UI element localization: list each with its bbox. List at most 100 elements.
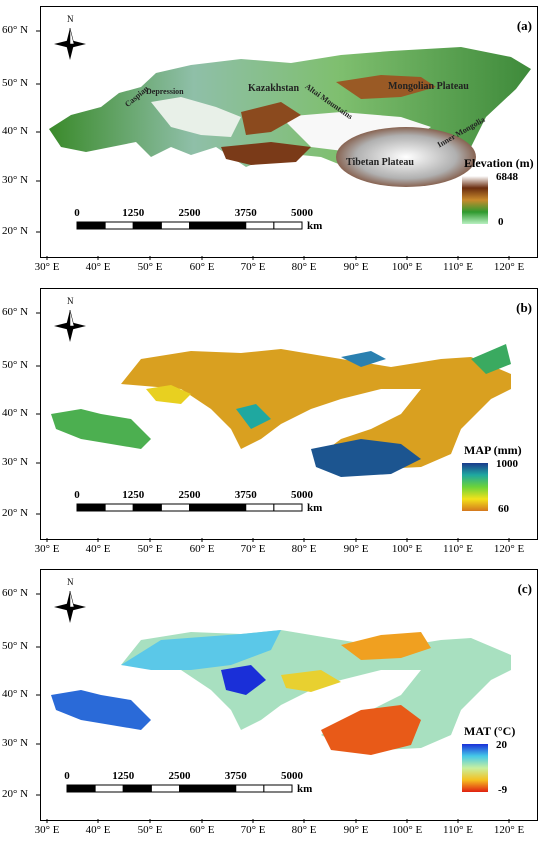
latitude-label: 30° N bbox=[2, 456, 29, 468]
scale-segment bbox=[150, 784, 180, 793]
scale-label: 2500 bbox=[178, 207, 201, 219]
longitude-label: 120° E bbox=[493, 824, 525, 836]
legend-title: MAT (°C) bbox=[464, 724, 516, 738]
scale-segment bbox=[104, 221, 134, 230]
overlay-group bbox=[36, 27, 510, 823]
north-label: N bbox=[67, 577, 74, 587]
northern-cold-zone bbox=[341, 632, 431, 660]
longitude-label: 40° E bbox=[85, 261, 111, 273]
northern-wet-zone bbox=[341, 351, 386, 367]
scale-segment bbox=[273, 221, 303, 230]
precipitation-map bbox=[51, 344, 511, 477]
scale-label: 3750 bbox=[234, 207, 257, 219]
longitude-label: 100° E bbox=[391, 824, 423, 836]
longitude-label: 30° E bbox=[34, 261, 60, 273]
region-label: Depression bbox=[146, 87, 184, 96]
map-frame bbox=[40, 6, 538, 258]
north-label: N bbox=[67, 14, 74, 24]
scale-segment bbox=[160, 221, 190, 230]
panel-precipitation bbox=[0, 282, 550, 562]
northeast-zone bbox=[471, 344, 511, 374]
scale-label: 2500 bbox=[178, 489, 201, 501]
longitude-label: 120° E bbox=[493, 261, 525, 273]
scale-segment bbox=[235, 784, 265, 793]
cool-region bbox=[121, 630, 281, 670]
longitude-label: 90° E bbox=[343, 543, 369, 555]
scale-label: 1250 bbox=[122, 489, 145, 501]
region-label: Kazakhstan bbox=[248, 83, 300, 94]
north-arrow-highlight bbox=[69, 309, 75, 327]
cold-plateau bbox=[321, 705, 421, 755]
transitional-zone bbox=[281, 670, 341, 692]
scale-segment bbox=[207, 784, 237, 793]
latitude-label: 30° N bbox=[2, 174, 29, 186]
latitude-label: 20° N bbox=[2, 788, 29, 800]
longitude-label: 90° E bbox=[343, 824, 369, 836]
scale-segment bbox=[66, 784, 96, 793]
latitude-label: 50° N bbox=[2, 359, 29, 371]
elevation-map bbox=[49, 47, 531, 187]
latitude-label: 60° N bbox=[2, 24, 29, 36]
panel-label: (c) bbox=[517, 581, 532, 596]
scale-segment bbox=[263, 784, 293, 793]
longitude-label: 30° E bbox=[34, 543, 60, 555]
panel-elevation bbox=[0, 0, 550, 280]
longitude-label: 80° E bbox=[291, 824, 317, 836]
scale-segment bbox=[160, 503, 190, 512]
latitude-label: 40° N bbox=[2, 125, 29, 137]
longitude-label: 70° E bbox=[240, 543, 266, 555]
desert-area bbox=[151, 97, 241, 137]
latitude-label: 60° N bbox=[2, 306, 29, 318]
scale-label: 1250 bbox=[112, 770, 135, 782]
legend-min-value: 60 bbox=[498, 503, 509, 515]
longitude-label: 80° E bbox=[291, 543, 317, 555]
latitude-label: 60° N bbox=[2, 587, 29, 599]
panel-label: (a) bbox=[516, 18, 532, 33]
wet-region bbox=[311, 439, 421, 477]
scale-label: 1250 bbox=[122, 207, 145, 219]
latitude-label: 30° N bbox=[2, 737, 29, 749]
longitude-label: 50° E bbox=[137, 261, 163, 273]
scale-label: 3750 bbox=[224, 770, 247, 782]
scale-label: 0 bbox=[74, 207, 80, 219]
legend-colorbar bbox=[462, 463, 488, 511]
scale-segment bbox=[189, 503, 219, 512]
longitude-label: 70° E bbox=[240, 261, 266, 273]
longitude-label: 50° E bbox=[137, 824, 163, 836]
legend-colorbar bbox=[462, 176, 488, 224]
panel-temperature bbox=[0, 563, 550, 843]
legend-max-value: 20 bbox=[496, 739, 507, 751]
longitude-label: 40° E bbox=[85, 543, 111, 555]
longitude-label: 100° E bbox=[391, 543, 423, 555]
scale-segment bbox=[217, 221, 247, 230]
longitude-label: 60° E bbox=[189, 824, 215, 836]
southern-mountains bbox=[221, 142, 311, 165]
longitude-label: 110° E bbox=[443, 824, 473, 836]
scale-segment bbox=[104, 503, 134, 512]
latitude-label: 20° N bbox=[2, 507, 29, 519]
scale-segment bbox=[76, 221, 106, 230]
mountain-wet-zone bbox=[236, 404, 271, 429]
longitude-label: 80° E bbox=[291, 261, 317, 273]
warm-basin bbox=[221, 665, 266, 695]
map-frame bbox=[40, 288, 538, 540]
panel-label: (b) bbox=[516, 300, 532, 315]
scale-unit: km bbox=[307, 502, 323, 514]
scale-label: 0 bbox=[64, 770, 70, 782]
scale-label: 0 bbox=[74, 489, 80, 501]
longitude-label: 30° E bbox=[34, 824, 60, 836]
scale-segment bbox=[179, 784, 209, 793]
region-label: Mongolian Plateau bbox=[388, 81, 469, 92]
longitude-label: 90° E bbox=[343, 261, 369, 273]
scale-segment bbox=[122, 784, 152, 793]
altai-mountains bbox=[336, 75, 436, 99]
legend-title: MAP (mm) bbox=[464, 443, 522, 457]
tibetan-plateau-shape bbox=[336, 127, 476, 187]
scale-label: 2500 bbox=[168, 770, 191, 782]
scale-label: 5000 bbox=[281, 770, 303, 782]
scale-segment bbox=[189, 221, 219, 230]
scale-segment bbox=[217, 503, 247, 512]
scale-unit: km bbox=[297, 783, 313, 795]
legend-colorbar bbox=[462, 744, 488, 792]
